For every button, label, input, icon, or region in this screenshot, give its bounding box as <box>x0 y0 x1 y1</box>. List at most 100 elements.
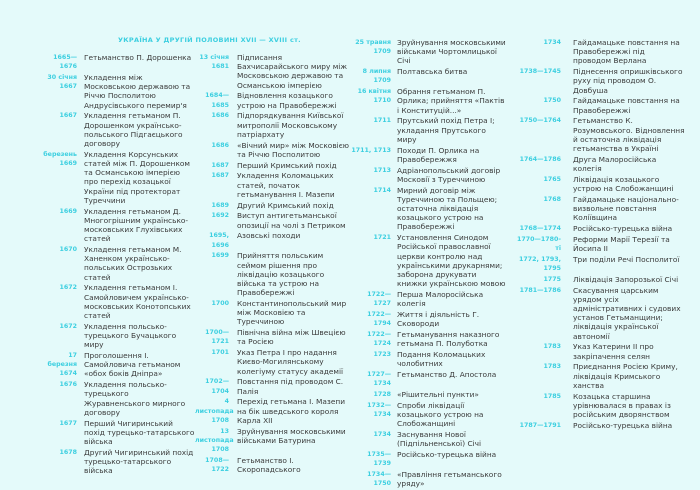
entry-date: 1722—1727 <box>367 291 391 308</box>
entry-date: 1722—1794 <box>367 311 391 328</box>
chronology-entry: 13 січня 1681 Підписання Бахчисарайського… <box>195 53 349 90</box>
entry-date: 4 листопада 1708 <box>195 398 234 424</box>
entry-event: Приєднання Росією Криму, ліквідація Крим… <box>573 362 678 390</box>
chronology-column-4: 1734 Гайдамацьке повстання на Правобережж… <box>515 38 685 432</box>
entry-event: «Рішительні пункти» <box>397 390 479 400</box>
chronology-entry: 1699 Прийняття польським сеймом рішення п… <box>195 251 349 297</box>
entry-date: 1687 <box>211 161 229 169</box>
entry-event: Виступ антигетьманської опозиції на чолі… <box>237 211 346 230</box>
chronology-column-1: 1665—1676 Гетьманство П. Дорошенка 30 січн… <box>40 53 196 477</box>
entry-event: Указ Катерини ІІ про закріпачення селян <box>573 342 654 361</box>
entry-date: 1734 <box>543 39 561 46</box>
chronology-entry: 1722—1724 Гетьманування наказного гетьман… <box>350 330 507 348</box>
entry-event: Константинопольський мир між Московією т… <box>237 299 347 327</box>
entry-event: Азовські походи <box>237 231 301 241</box>
chronology-entry: 1701 Указ Петра І про надання Києво-Могил… <box>195 348 349 376</box>
entry-event: Установлення Синодом Російської правосла… <box>397 233 506 289</box>
entry-date: 1677 <box>59 419 77 427</box>
entry-date: 1700—1721 <box>205 329 229 346</box>
entry-date: 1734 <box>373 431 391 439</box>
entry-date: 1714 <box>373 186 391 194</box>
entry-date: 1785 <box>543 392 561 400</box>
entry-event: Гетьманство К. Розумовського. Відновленн… <box>573 116 685 154</box>
entry-date: 1702—1704 <box>205 378 229 395</box>
entry-event: Зруйнування московськими військами Батур… <box>237 426 346 445</box>
entry-date: 1768—1774 <box>519 225 561 233</box>
entry-date: 1783 <box>543 343 561 351</box>
chronology-entry: 1700 Константинопольський мир між Москові… <box>195 299 349 327</box>
entry-event: Козацька старшина урівнювалася в правах … <box>573 391 671 420</box>
chronology-entry: 1732—1734 Спроби ліквідації козацького ус… <box>350 401 507 429</box>
entry-event: Обрання гетьманом П. Орлика; прийняття «… <box>397 87 505 115</box>
entry-event: Укладення гетьманом Д. Многогрішним укра… <box>84 206 189 244</box>
entry-event: Укладення гетьманом П. Дорошенком україн… <box>84 111 183 149</box>
entry-event: Три поділи Речі Посполитої <box>573 254 680 264</box>
chronology-entry: 1750—1764 Гетьманство К. Розумовського. В… <box>515 116 685 153</box>
entry-event: «Вічний мир» між Московією та Річчю Посп… <box>237 140 350 159</box>
entry-event: Гетьманування наказного гетьмана П. Полу… <box>397 330 500 349</box>
entry-date: 25 травня 1709 <box>355 39 391 56</box>
entry-date: 1672 <box>59 284 77 292</box>
entry-event: «Правління гетьманського уряду» <box>397 470 502 489</box>
entry-event: Гетьманство Д. Апостола <box>397 370 497 380</box>
entry-date: 1684—1685 <box>205 92 229 109</box>
entry-date: 1687 <box>211 172 229 180</box>
chronology-entry: 4 листопада 1708 Перехід гетьмана І. Мазе… <box>195 397 349 425</box>
entry-event: Укладення гетьманом І. Самойловичем укра… <box>84 283 191 321</box>
chronology-entry: 1783 Указ Катерини ІІ про закріпачення се… <box>515 342 685 360</box>
chronology-entry: 1783 Приєднання Росією Криму, ліквідація … <box>515 362 685 390</box>
chronology-entry: 8 липня 1709 Полтавська битва <box>350 67 507 85</box>
entry-date: 1669 <box>59 207 77 215</box>
entry-event: Північна війна між Швецією та Росією <box>237 328 346 347</box>
entry-date: 1734—1750 <box>367 471 391 488</box>
entry-event: Указ Петра І про надання Києво-Могилянсь… <box>237 348 344 376</box>
chronology-entry: 1722—1794 Життя і діяльність Г. Сковороди <box>350 310 507 328</box>
chronology-column-3: 25 травня 1709 Зруйнування московськими в… <box>350 38 507 490</box>
entry-date: 1775 <box>543 275 561 283</box>
chronology-entry: 1711, 1713 Походи П. Орлика на Правобереж… <box>350 146 507 164</box>
entry-date: 1711 <box>373 117 391 125</box>
chronology-entry: 16 квітня 1710 Обрання гетьманом П. Орлик… <box>350 87 507 115</box>
entry-date: 1723 <box>373 351 391 359</box>
entry-event: Проголошення І. Самойловича гетьманом «о… <box>84 351 181 379</box>
chronology-entry: 1770—1780-ті Реформи Марії Терезії та Йос… <box>515 235 685 253</box>
entry-event: Гайдамацьке національно-визвольне повста… <box>573 194 679 223</box>
chronology-entry: 1750 Гайдамацьке повстання на Правобережж… <box>515 96 685 114</box>
entry-event: Перший Кримський похід <box>237 160 337 170</box>
chronology-entry: 25 травня 1709 Зруйнування московськими в… <box>350 38 507 66</box>
entry-date: 1678 <box>59 448 77 456</box>
chronology-entry: 1672 Укладення польсько-турецького Бучаць… <box>40 322 196 350</box>
entry-event: Реформи Марії Терезії та Йосипа ІІ <box>573 234 670 254</box>
entry-date: 1764—1786 <box>519 155 561 163</box>
entry-event: Скасування царським урядом усіх адмініст… <box>573 285 681 341</box>
entry-date: 1686 <box>211 141 229 149</box>
chronology-entry: 1669 Укладення гетьманом Д. Многогрішним … <box>40 207 196 244</box>
entry-event: Укладення польсько-турецького Бучацького… <box>84 321 177 350</box>
entry-date: 16 квітня 1710 <box>357 88 391 105</box>
chronology-entry: 1734 Заснування Нової (Підпільненської) С… <box>350 430 507 448</box>
entry-event: Адріанопольський договір Московії з Туре… <box>397 165 501 184</box>
chronology-column-2: 13 січня 1681 Підписання Бахчисарайського… <box>195 53 349 476</box>
chronology-entry: 1665—1676 Гетьманство П. Дорошенка <box>40 53 196 71</box>
entry-date: 1689 <box>211 201 229 209</box>
entry-date: 1699 <box>211 252 229 260</box>
entry-date: 1695, 1696 <box>209 232 229 249</box>
chronology-entry: 1689 Другий Кримський похід <box>195 201 349 210</box>
entry-event: Ліквідація козацького устрою на Слобожан… <box>573 174 674 194</box>
entry-event: Подання Коломацьких чолобитних <box>397 350 486 369</box>
chronology-entry: 1672 Укладення гетьманом І. Самойловичем … <box>40 283 196 320</box>
entry-event: Заснування Нової (Підпільненської) Січі <box>397 430 482 449</box>
entry-date: 1670 <box>59 246 77 254</box>
chronology-entry: 1702—1704 Повстання під проводом С. Палія <box>195 377 349 395</box>
chronology-entry: 30 січня 1667 Укладення між Московською д… <box>40 73 196 110</box>
entry-event: Зруйнування московськими військами Чорто… <box>397 38 506 66</box>
entry-event: Підписання Бахчисарайського миру між Мос… <box>237 53 347 90</box>
chronology-entry: 1734—1750 «Правління гетьманського уряду» <box>350 470 507 488</box>
entry-date: березень 1669 <box>43 150 77 168</box>
entry-date: 30 січня 1667 <box>47 74 77 91</box>
entry-date: 1783 <box>543 363 561 371</box>
chronology-entry: 1775 Ліквідація Запорозької Січі <box>515 275 685 284</box>
chronology-entry: 1787—1791 Російсько-турецька війна <box>515 421 685 430</box>
entry-date: 8 липня 1709 <box>362 68 391 85</box>
entry-event: Походи П. Орлика на Правобережжя <box>397 145 480 164</box>
